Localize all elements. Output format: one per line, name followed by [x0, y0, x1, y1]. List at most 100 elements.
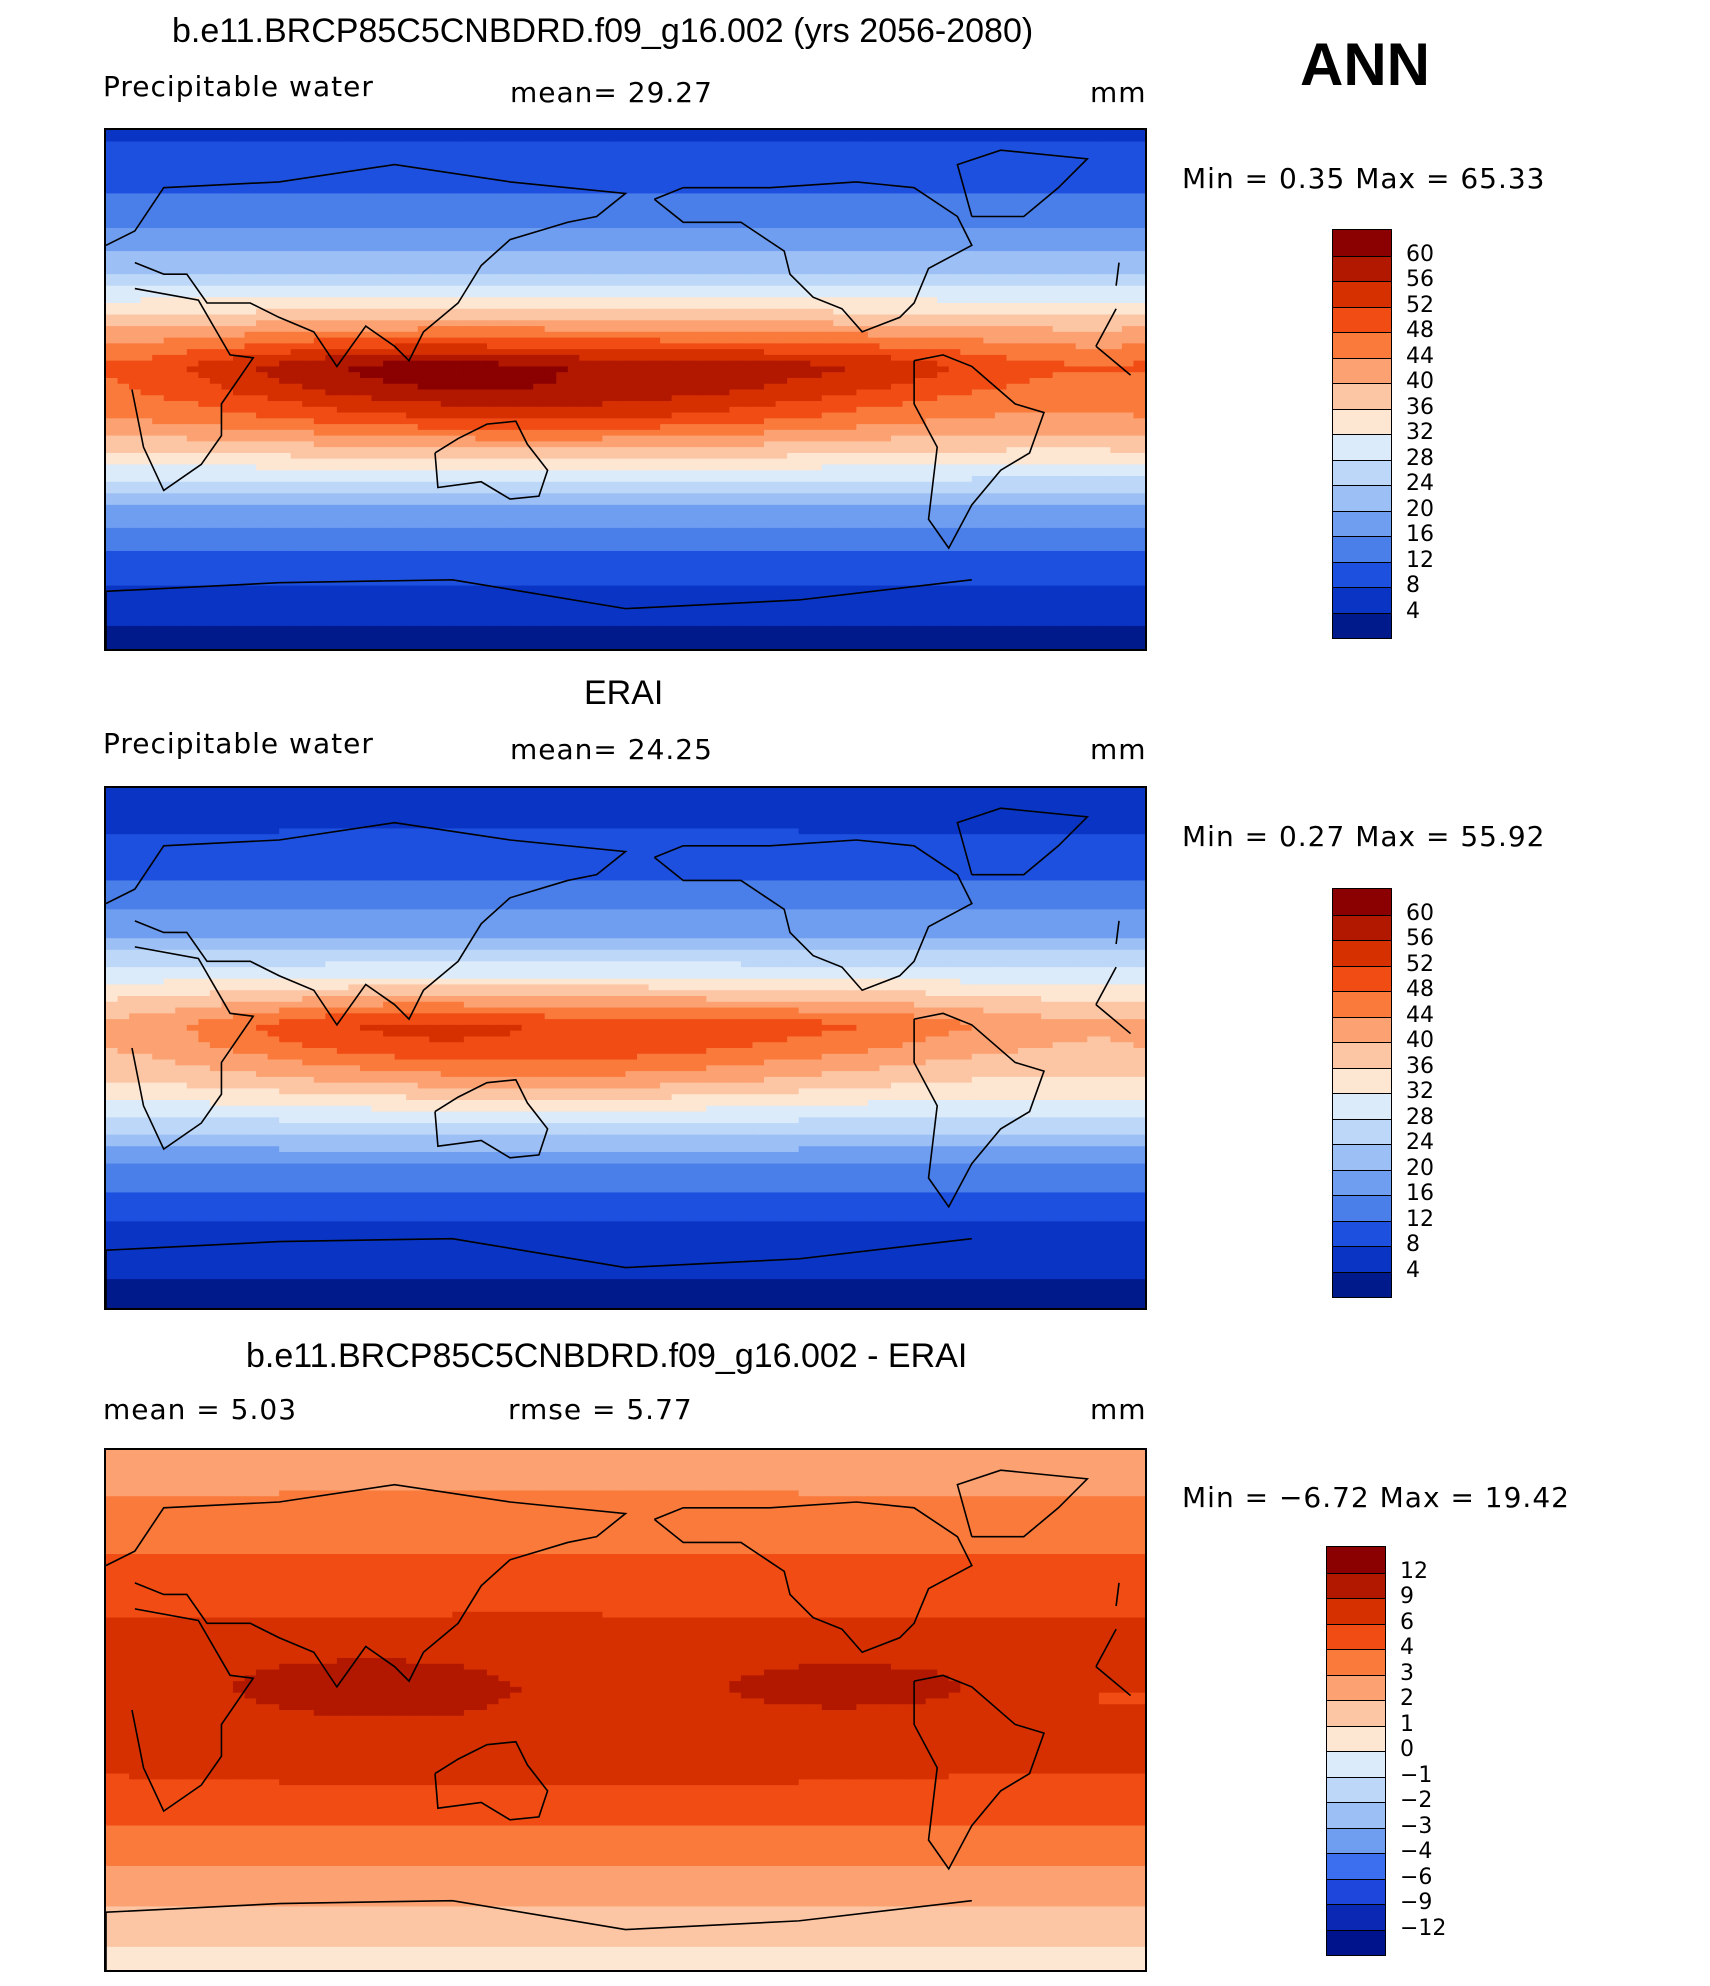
colorbar-swatch	[1333, 561, 1391, 587]
coastline	[1115, 1582, 1120, 1607]
colorbar-swatch	[1327, 1827, 1385, 1853]
colorbar-tick-label: 4	[1406, 599, 1420, 624]
colorbar-swatch	[1333, 434, 1391, 460]
colorbar-swatch	[1327, 1929, 1385, 1955]
map-field	[106, 130, 1145, 649]
panel2-mean-label: mean= 24.25	[510, 733, 713, 766]
colorbar-tick-label: 28	[1406, 446, 1434, 471]
colorbar-tick-label: 56	[1406, 926, 1434, 951]
colorbar-tick-label: 28	[1406, 1105, 1434, 1130]
colorbar-tick-label: 32	[1406, 420, 1434, 445]
colorbar-swatch	[1333, 281, 1391, 307]
colorbar-tick-label: 48	[1406, 977, 1434, 1002]
map-field	[106, 1450, 1145, 1970]
colorbar-swatch	[1333, 357, 1391, 383]
colorbar-swatch	[1333, 1118, 1391, 1144]
colorbar-tick-label: 40	[1406, 369, 1434, 394]
colorbar-swatch	[1333, 1042, 1391, 1068]
colorbar-tick-label: 36	[1406, 1054, 1434, 1079]
panel1-variable-label: Precipitable water	[103, 70, 374, 103]
coastline	[434, 1078, 549, 1159]
coastline	[106, 578, 972, 610]
colorbar-swatch	[1327, 1623, 1385, 1649]
panel2-map	[104, 786, 1147, 1310]
colorbar-tick-label: 8	[1406, 573, 1420, 598]
colorbar-tick-label: 12	[1400, 1559, 1428, 1584]
colorbar-tick-label: 36	[1406, 395, 1434, 420]
colorbar-swatch	[1333, 1246, 1391, 1272]
coastline	[106, 1237, 972, 1269]
colorbar-tick-label: 52	[1406, 293, 1434, 318]
colorbar-tick-label: −9	[1400, 1890, 1432, 1915]
panel3-units-label: mm	[1090, 1393, 1147, 1426]
coastline	[131, 1608, 255, 1813]
colorbar-swatch	[1333, 408, 1391, 434]
colorbar-tick-label: −12	[1400, 1916, 1446, 1941]
coastline	[434, 1740, 549, 1821]
panel1-title: b.e11.BRCP85C5CNBDRD.f09_g16.002 (yrs 20…	[172, 12, 1033, 51]
panel2-title: ERAI	[584, 674, 663, 713]
coastline	[131, 287, 255, 492]
colorbar-swatch	[1333, 459, 1391, 485]
colorbar-tick-label: 24	[1406, 1130, 1434, 1155]
panel3-rmse-label: rmse = 5.77	[508, 1393, 693, 1426]
colorbar-swatch	[1333, 1093, 1391, 1119]
colorbar-swatch	[1333, 1169, 1391, 1195]
coastline	[1095, 1666, 1132, 1697]
coastline	[1095, 966, 1117, 1006]
colorbar-swatch	[1333, 332, 1391, 358]
colorbar-swatch	[1333, 255, 1391, 281]
colorbar-tick-label: 1	[1400, 1712, 1414, 1737]
panel1-units-label: mm	[1090, 76, 1147, 109]
panel3-title: b.e11.BRCP85C5CNBDRD.f09_g16.002 - ERAI	[246, 1337, 967, 1376]
panel2-variable-label: Precipitable water	[103, 727, 374, 760]
colorbar-swatch	[1333, 485, 1391, 511]
colorbar-tick-label: −4	[1400, 1839, 1432, 1864]
colorbar-swatch	[1327, 1700, 1385, 1726]
coastline	[1115, 920, 1120, 945]
colorbar-swatch	[1333, 587, 1391, 613]
colorbar-tick-label: 32	[1406, 1079, 1434, 1104]
colorbar-tick-label: 24	[1406, 471, 1434, 496]
colorbar-tick-label: 12	[1406, 548, 1434, 573]
coastline	[956, 149, 1090, 218]
colorbar-swatch	[1327, 1572, 1385, 1598]
coastline	[956, 807, 1090, 876]
colorbar-swatch	[1327, 1853, 1385, 1879]
coastline	[106, 163, 628, 368]
colorbar-tick-label: 60	[1406, 901, 1434, 926]
colorbar-swatch	[1327, 1802, 1385, 1828]
colorbar-swatch	[1333, 914, 1391, 940]
coastline	[1095, 308, 1117, 347]
panel1-colorbar	[1332, 229, 1392, 639]
colorbar-tick-label: 9	[1400, 1584, 1414, 1609]
colorbar-tick-label: 20	[1406, 1156, 1434, 1181]
panel3-mean-label: mean = 5.03	[103, 1393, 297, 1426]
panel3-colorbar	[1326, 1546, 1386, 1956]
colorbar-swatch	[1327, 1751, 1385, 1777]
colorbar-tick-label: 4	[1400, 1635, 1414, 1660]
panel1-mean-label: mean= 29.27	[510, 76, 713, 109]
colorbar-tick-label: −2	[1400, 1788, 1432, 1813]
coastline	[913, 1674, 1046, 1871]
panel1-minmax-label: Min = 0.35 Max = 65.33	[1182, 162, 1546, 195]
colorbar-tick-label: 60	[1406, 242, 1434, 267]
coastline	[1095, 1628, 1117, 1668]
season-label: ANN	[1300, 30, 1430, 99]
colorbar-swatch	[1333, 1144, 1391, 1170]
colorbar-tick-label: −1	[1400, 1763, 1432, 1788]
coastline	[956, 1469, 1090, 1538]
colorbar-swatch	[1333, 1271, 1391, 1297]
colorbar-tick-label: 40	[1406, 1028, 1434, 1053]
colorbar-swatch	[1333, 940, 1391, 966]
panel3-minmax-label: Min = −6.72 Max = 19.42	[1182, 1481, 1570, 1514]
colorbar-tick-label: 20	[1406, 497, 1434, 522]
coastline	[106, 821, 628, 1027]
coastline	[106, 1483, 628, 1689]
colorbar-swatch	[1327, 1547, 1385, 1573]
colorbar-swatch	[1333, 510, 1391, 536]
colorbar-swatch	[1327, 1776, 1385, 1802]
colorbar-swatch	[1327, 1878, 1385, 1904]
coastline	[106, 1899, 972, 1931]
coastline	[131, 946, 255, 1151]
